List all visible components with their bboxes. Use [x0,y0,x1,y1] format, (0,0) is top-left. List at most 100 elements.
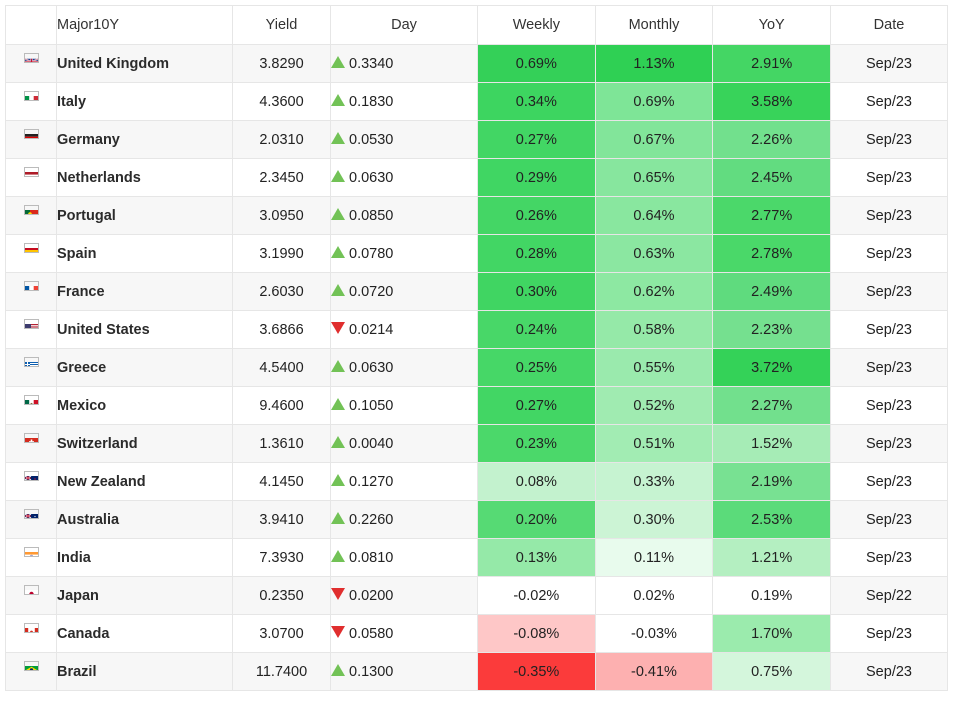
table-row[interactable]: India 7.3930 0.0810 0.13% 0.11% 1.21% Se… [5,538,948,577]
country-name[interactable]: Germany [56,120,233,159]
country-name[interactable]: Netherlands [56,158,233,197]
monthly-change: 0.63% [594,234,714,273]
country-name[interactable]: Spain [56,234,233,273]
date-value: Sep/23 [830,652,948,691]
weekly-change: 0.30% [477,272,596,311]
yoy-change: 3.58% [712,82,831,121]
up-arrow-icon [331,93,345,106]
country-name[interactable]: Portugal [56,196,233,235]
flag-cell [5,272,57,311]
yield-value: 4.1450 [232,462,331,501]
yield-value: 2.6030 [232,272,331,311]
weekly-change: 0.08% [477,462,596,501]
date-value: Sep/23 [830,424,948,463]
country-name[interactable]: United Kingdom [56,44,233,83]
monthly-column-header[interactable]: Monthly [594,5,714,45]
table-row[interactable]: Brazil 11.7400 0.1300 -0.35% -0.41% 0.75… [5,652,948,691]
country-name[interactable]: United States [56,310,233,349]
table-row[interactable]: Australia 3.9410 0.2260 0.20% 0.30% 2.53… [5,500,948,539]
monthly-change: 1.13% [594,44,714,83]
day-change-cell: 0.0810 [330,538,478,577]
weekly-change: 0.26% [477,196,596,235]
up-arrow-icon [331,511,345,524]
table-row[interactable]: Japan 0.2350 0.0200 -0.02% 0.02% 0.19% S… [5,576,948,615]
weekly-change: 0.24% [477,310,596,349]
monthly-change: 0.51% [594,424,714,463]
monthly-change: 0.02% [594,576,714,615]
monthly-change: 0.69% [594,82,714,121]
yield-value: 2.3450 [232,158,331,197]
date-column-header[interactable]: Date [830,5,948,45]
yield-column-header[interactable]: Yield [232,5,331,45]
country-name[interactable]: France [56,272,233,311]
flag-cell [5,44,57,83]
weekly-change: 0.34% [477,82,596,121]
country-name[interactable]: Mexico [56,386,233,425]
yoy-column-header[interactable]: YoY [712,5,831,45]
country-name[interactable]: Italy [56,82,233,121]
date-value: Sep/23 [830,348,948,387]
up-arrow-icon [331,359,345,372]
country-name[interactable]: India [56,538,233,577]
day-change-cell: 0.0780 [330,234,478,273]
flag-cell [5,196,57,235]
table-row[interactable]: Portugal 3.0950 0.0850 0.26% 0.64% 2.77%… [5,196,948,235]
japan-flag-icon [23,584,39,595]
switzerland-flag-icon [23,432,39,443]
yield-value: 0.2350 [232,576,331,615]
mexico-flag-icon [23,394,39,405]
yoy-change: 2.23% [712,310,831,349]
table-row[interactable]: United States 3.6866 0.0214 0.24% 0.58% … [5,310,948,349]
yield-value: 3.0950 [232,196,331,235]
weekly-change: 0.69% [477,44,596,83]
day-change-cell: 0.0630 [330,348,478,387]
table-row[interactable]: France 2.6030 0.0720 0.30% 0.62% 2.49% S… [5,272,948,311]
weekly-change: 0.23% [477,424,596,463]
table-row[interactable]: Netherlands 2.3450 0.0630 0.29% 0.65% 2.… [5,158,948,197]
table-row[interactable]: United Kingdom 3.8290 0.3340 0.69% 1.13%… [5,44,948,83]
country-name[interactable]: New Zealand [56,462,233,501]
monthly-change: 0.65% [594,158,714,197]
day-column-header[interactable]: Day [330,5,478,45]
country-name[interactable]: Brazil [56,652,233,691]
table-row[interactable]: Italy 4.3600 0.1830 0.34% 0.69% 3.58% Se… [5,82,948,121]
yoy-change: 0.75% [712,652,831,691]
uk-flag-icon [23,52,39,63]
up-arrow-icon [331,55,345,68]
table-row[interactable]: Spain 3.1990 0.0780 0.28% 0.63% 2.78% Se… [5,234,948,273]
day-change-value: 0.0630 [349,169,394,186]
table-row[interactable]: Canada 3.0700 0.0580 -0.08% -0.03% 1.70%… [5,614,948,653]
country-name[interactable]: Switzerland [56,424,233,463]
day-change-cell: 0.0720 [330,272,478,311]
day-change-cell: 0.3340 [330,44,478,83]
table-row[interactable]: Germany 2.0310 0.0530 0.27% 0.67% 2.26% … [5,120,948,159]
flag-cell [5,158,57,197]
table-row[interactable]: New Zealand 4.1450 0.1270 0.08% 0.33% 2.… [5,462,948,501]
brazil-flag-icon [23,660,39,671]
country-name[interactable]: Greece [56,348,233,387]
day-change-cell: 0.1270 [330,462,478,501]
day-change-value: 0.1830 [349,93,394,110]
monthly-change: 0.52% [594,386,714,425]
weekly-change: 0.27% [477,386,596,425]
country-name[interactable]: Canada [56,614,233,653]
monthly-change: 0.11% [594,538,714,577]
name-column-header[interactable]: Major10Y [56,5,233,45]
day-change-cell: 0.0200 [330,576,478,615]
yoy-change: 1.21% [712,538,831,577]
table-row[interactable]: Switzerland 1.3610 0.0040 0.23% 0.51% 1.… [5,424,948,463]
day-change-value: 0.0214 [349,321,394,338]
weekly-column-header[interactable]: Weekly [477,5,596,45]
day-change-value: 0.0530 [349,131,394,148]
india-flag-icon [23,546,39,557]
table-row[interactable]: Mexico 9.4600 0.1050 0.27% 0.52% 2.27% S… [5,386,948,425]
table-row[interactable]: Greece 4.5400 0.0630 0.25% 0.55% 3.72% S… [5,348,948,387]
up-arrow-icon [331,435,345,448]
day-change-value: 0.0580 [349,625,394,642]
country-name[interactable]: Australia [56,500,233,539]
country-name[interactable]: Japan [56,576,233,615]
weekly-change: -0.02% [477,576,596,615]
monthly-change: 0.55% [594,348,714,387]
monthly-change: 0.67% [594,120,714,159]
bond-yields-table: Major10Y Yield Day Weekly Monthly YoY Da… [5,5,948,691]
